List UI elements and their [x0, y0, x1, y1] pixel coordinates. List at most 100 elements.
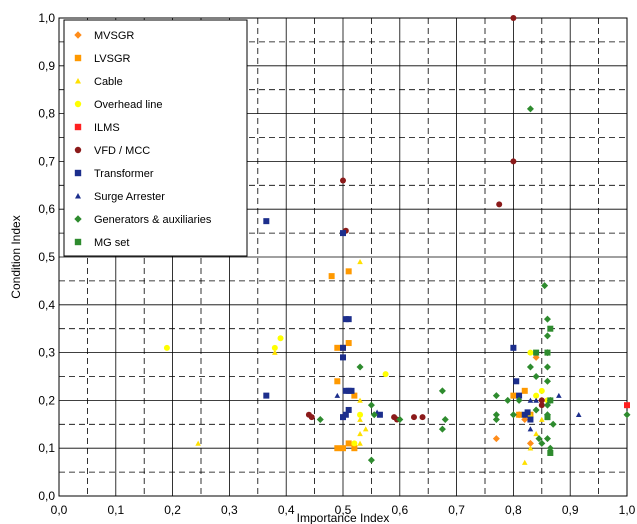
- point-transformer: [513, 378, 520, 385]
- point-mvsgr: [492, 435, 500, 443]
- data-points: [163, 15, 631, 465]
- x-tick-label: 0,1: [107, 503, 124, 517]
- point-lvsgr: [345, 440, 352, 447]
- point-overhead-line: [527, 349, 534, 356]
- y-tick-label: 0,6: [38, 202, 55, 216]
- point-lvsgr: [516, 411, 523, 418]
- point-transformer: [510, 344, 517, 351]
- point-lvsgr: [334, 378, 341, 385]
- point-cable: [272, 349, 278, 355]
- point-transformer: [524, 409, 531, 416]
- point-mg-set: [547, 325, 554, 332]
- point-generators-auxiliaries: [316, 416, 324, 424]
- point-lvsgr: [521, 387, 528, 394]
- point-lvsgr: [351, 445, 358, 452]
- legend-marker-surge-arrester: [75, 193, 81, 199]
- point-generators-auxiliaries: [532, 373, 540, 380]
- point-mg-set: [544, 349, 551, 356]
- point-generators-auxiliaries: [623, 411, 631, 419]
- legend-label-generators-auxiliaries: Generators & auxiliaries: [94, 214, 212, 226]
- point-generators-auxiliaries: [367, 401, 375, 409]
- point-transformer: [527, 416, 534, 423]
- point-cable: [357, 431, 363, 437]
- point-transformer: [340, 230, 346, 237]
- point-generators-auxiliaries: [543, 363, 551, 371]
- point-overhead-line: [533, 392, 540, 399]
- legend-label-overhead-line: Overhead line: [94, 99, 163, 111]
- legend-label-mg-set: MG set: [94, 237, 129, 249]
- point-generators-auxiliaries: [546, 444, 554, 452]
- y-tick-label: 0,7: [38, 154, 55, 168]
- point-vfd-mcc: [496, 201, 503, 208]
- point-transformer: [348, 387, 355, 394]
- point-generators-auxiliaries: [438, 387, 446, 395]
- point-cable: [357, 397, 363, 403]
- point-overhead-line: [277, 335, 284, 342]
- point-cable: [362, 426, 369, 432]
- legend-marker-overhead-line: [74, 100, 82, 108]
- point-lvsgr: [345, 340, 352, 347]
- x-tick-label: 0,5: [335, 503, 352, 517]
- point-generators-auxiliaries: [396, 416, 404, 424]
- legend-label-ilms: ILMS: [94, 122, 120, 134]
- point-cable: [539, 416, 545, 422]
- x-tick-label: 0,2: [164, 503, 181, 517]
- point-overhead-line: [357, 411, 364, 418]
- point-generators-auxiliaries: [543, 332, 551, 340]
- x-tick-label: 0,7: [448, 503, 465, 517]
- legend-marker-ilms: [74, 123, 82, 131]
- point-generators-auxiliaries: [441, 416, 449, 424]
- point-generators-auxiliaries: [356, 363, 364, 371]
- point-lvsgr: [351, 392, 358, 399]
- point-generators-auxiliaries: [549, 420, 557, 428]
- point-vfd-mcc: [411, 414, 417, 421]
- y-tick-label: 0,8: [38, 107, 55, 121]
- point-mvsgr: [521, 416, 529, 424]
- point-vfd-mcc: [419, 414, 426, 421]
- point-transformer: [376, 411, 383, 418]
- point-overhead-line: [382, 371, 389, 378]
- x-tick-label: 0,4: [278, 503, 295, 517]
- point-generators-auxiliaries: [543, 315, 551, 323]
- point-transformer: [263, 218, 270, 225]
- x-axis-title: Importance Index: [297, 511, 390, 524]
- point-vfd-mcc: [340, 177, 346, 184]
- point-cable: [533, 431, 539, 437]
- y-tick-label: 0,9: [38, 59, 55, 73]
- point-cable: [195, 440, 201, 446]
- legend-label-transformer: Transformer: [94, 168, 154, 180]
- point-vfd-mcc: [538, 402, 545, 409]
- point-surge-arrester: [556, 392, 562, 398]
- legend-label-lvsgr: LVSGR: [94, 53, 131, 65]
- point-transformer: [342, 411, 349, 418]
- y-tick-label: 1,0: [38, 11, 55, 25]
- point-surge-arrester: [334, 392, 341, 398]
- y-tick-label: 0,4: [38, 298, 55, 312]
- x-tick-label: 0,9: [562, 503, 579, 517]
- point-cable: [527, 445, 534, 451]
- point-vfd-mcc: [510, 158, 517, 165]
- legend-box: [63, 19, 248, 257]
- legend-marker-transformer: [74, 169, 82, 177]
- point-lvsgr: [345, 268, 352, 275]
- point-generators-auxiliaries: [538, 439, 546, 447]
- point-transformer: [263, 392, 270, 399]
- point-surge-arrester: [527, 426, 534, 432]
- point-overhead-line: [163, 344, 170, 351]
- legend-marker-vfd-mcc: [74, 146, 82, 154]
- point-generators-auxiliaries: [515, 396, 523, 404]
- legend-marker-mvsgr: [74, 31, 82, 39]
- point-transformer: [345, 406, 352, 413]
- point-overhead-line: [351, 440, 358, 447]
- point-mg-set: [533, 349, 540, 356]
- point-surge-arrester: [527, 397, 534, 403]
- point-generators-auxiliaries: [543, 401, 551, 409]
- point-generators-auxiliaries: [526, 363, 534, 371]
- y-tick-label: 0,0: [38, 489, 55, 503]
- point-surge-arrester: [533, 397, 539, 403]
- point-generators-auxiliaries: [492, 411, 500, 419]
- y-tick-label: 0,1: [38, 441, 55, 455]
- point-cable: [357, 440, 363, 446]
- point-overhead-line: [271, 344, 278, 351]
- point-transformer: [345, 316, 352, 323]
